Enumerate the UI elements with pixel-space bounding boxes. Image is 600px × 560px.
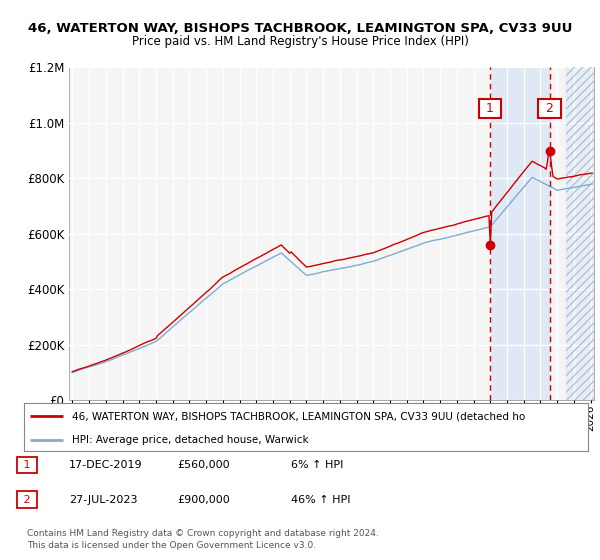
Text: 2: 2 xyxy=(20,494,34,505)
Bar xyxy=(566,67,594,400)
Text: HPI: Average price, detached house, Warwick: HPI: Average price, detached house, Warw… xyxy=(72,435,308,445)
Text: £900,000: £900,000 xyxy=(177,494,230,505)
Text: 6% ↑ HPI: 6% ↑ HPI xyxy=(291,460,343,470)
Text: Price paid vs. HM Land Registry's House Price Index (HPI): Price paid vs. HM Land Registry's House … xyxy=(131,35,469,48)
Text: 2: 2 xyxy=(542,102,557,115)
Text: 27-JUL-2023: 27-JUL-2023 xyxy=(69,494,137,505)
Text: 1: 1 xyxy=(20,460,34,470)
Text: 46, WATERTON WAY, BISHOPS TACHBROOK, LEAMINGTON SPA, CV33 9UU (detached ho: 46, WATERTON WAY, BISHOPS TACHBROOK, LEA… xyxy=(72,411,525,421)
Text: Contains HM Land Registry data © Crown copyright and database right 2024.
This d: Contains HM Land Registry data © Crown c… xyxy=(27,529,379,550)
Text: 46% ↑ HPI: 46% ↑ HPI xyxy=(291,494,350,505)
Text: 1: 1 xyxy=(482,102,497,115)
Bar xyxy=(490,67,550,400)
Text: £560,000: £560,000 xyxy=(177,460,230,470)
Text: 17-DEC-2019: 17-DEC-2019 xyxy=(69,460,143,470)
Text: 46, WATERTON WAY, BISHOPS TACHBROOK, LEAMINGTON SPA, CV33 9UU: 46, WATERTON WAY, BISHOPS TACHBROOK, LEA… xyxy=(28,22,572,35)
Bar xyxy=(566,67,594,400)
